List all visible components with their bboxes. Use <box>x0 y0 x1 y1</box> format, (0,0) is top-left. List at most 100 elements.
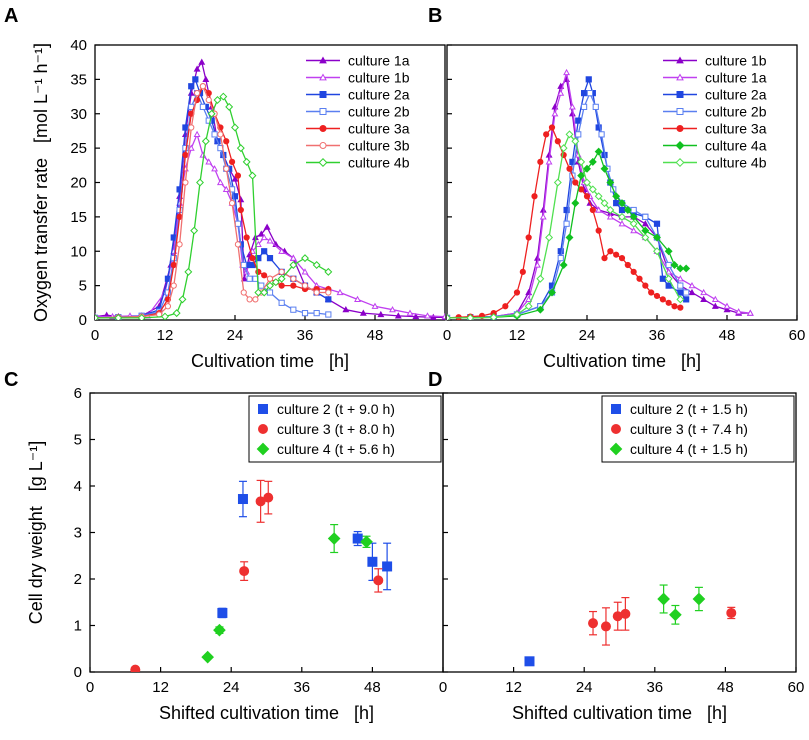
y-tick-label: 6 <box>74 385 82 402</box>
series-line <box>447 77 687 319</box>
data-point <box>571 137 580 146</box>
data-point <box>583 178 591 187</box>
y-tick-label: 1 <box>74 618 82 635</box>
data-point <box>489 313 498 320</box>
data-point <box>240 289 247 296</box>
data-point <box>313 310 320 317</box>
data-point <box>193 65 201 72</box>
data-point <box>543 131 550 138</box>
data-point <box>441 312 445 320</box>
panel-label-c: C <box>4 369 18 391</box>
data-point <box>571 199 580 208</box>
data-point <box>559 144 568 153</box>
y-tick-label: 15 <box>70 209 87 226</box>
data-point <box>371 302 379 309</box>
series-culture-4b <box>95 92 333 320</box>
data-point <box>563 68 571 76</box>
data-point <box>548 288 556 297</box>
data-point <box>513 310 521 319</box>
x-tick-label: 12 <box>509 327 526 344</box>
data-point <box>228 158 236 165</box>
data-point <box>278 282 285 289</box>
y-tick-label: 3 <box>74 525 82 542</box>
data-point <box>676 275 684 282</box>
legend-item: culture 4b <box>663 155 767 171</box>
y-tick-label: 25 <box>70 140 87 157</box>
data-point <box>531 193 538 200</box>
legend-item: culture 3a <box>663 121 767 137</box>
data-point <box>565 130 574 139</box>
series-culture-2-t-1-5-h- <box>524 656 535 667</box>
data-point <box>325 289 332 296</box>
data-point <box>217 607 228 618</box>
x-axis-label: Cultivation time [h] <box>191 351 349 371</box>
legend-item: culture 3a <box>306 121 410 137</box>
data-point <box>219 92 228 101</box>
y-axis-label: Cell dry weight [g L⁻¹] <box>26 441 46 625</box>
data-point <box>207 109 216 118</box>
data-point <box>164 303 172 310</box>
data-point <box>554 138 561 145</box>
data-point <box>580 103 588 110</box>
data-point <box>217 131 224 138</box>
data-point <box>620 608 631 619</box>
data-point <box>239 566 250 577</box>
data-point <box>545 233 554 242</box>
data-point <box>636 275 643 282</box>
y-tick-label: 2 <box>74 571 82 588</box>
legend-item: culture 3b <box>306 138 410 154</box>
y-tick-label: 40 <box>70 37 87 54</box>
data-point <box>665 261 672 269</box>
data-point <box>231 175 239 182</box>
data-point <box>198 58 206 65</box>
data-point <box>236 144 245 153</box>
legend-label: culture 3 (t + 8.0 h) <box>277 421 395 437</box>
legend-label: culture 4b <box>705 155 767 171</box>
data-point <box>613 200 620 207</box>
data-point <box>563 206 570 214</box>
legend-marker <box>676 56 684 64</box>
data-point <box>711 302 719 309</box>
legend-item: culture 4a <box>663 138 767 154</box>
data-point <box>342 306 350 313</box>
data-point <box>182 151 189 159</box>
data-point <box>524 656 535 667</box>
data-point <box>600 199 609 208</box>
legend-marker <box>319 108 327 115</box>
x-tick-label: 24 <box>227 327 244 344</box>
data-point <box>545 158 553 165</box>
data-point <box>278 299 285 306</box>
data-point <box>653 292 661 300</box>
series-culture-4-t-1-5-h- <box>657 584 706 625</box>
legend-item: culture 2 (t + 9.0 h) <box>258 401 395 417</box>
data-point <box>559 261 568 269</box>
data-point <box>324 267 333 276</box>
data-point <box>735 308 743 315</box>
data-point <box>612 192 621 201</box>
x-tick-label: 36 <box>293 679 310 696</box>
data-point <box>618 199 626 208</box>
legend-label: culture 3a <box>348 121 410 137</box>
data-point <box>178 295 187 304</box>
data-point <box>592 103 599 110</box>
legend-label: culture 2b <box>348 104 410 120</box>
data-point <box>683 296 690 303</box>
data-point <box>677 289 684 296</box>
data-point <box>577 157 586 166</box>
legend-item: culture 2a <box>306 87 410 103</box>
data-point <box>688 281 696 289</box>
data-point <box>545 151 553 158</box>
legend-label: culture 3 (t + 7.4 h) <box>630 421 748 437</box>
legend-label: culture 3a <box>705 121 767 137</box>
y-tick-label: 10 <box>70 243 87 260</box>
data-point <box>412 312 420 320</box>
data-point <box>222 185 230 192</box>
legend-item: culture 2b <box>306 104 410 120</box>
data-point <box>589 206 596 214</box>
data-point <box>266 237 274 244</box>
data-point <box>648 289 655 296</box>
data-point <box>263 492 274 503</box>
data-point <box>588 618 599 629</box>
data-point <box>234 220 242 227</box>
data-point <box>301 282 309 289</box>
